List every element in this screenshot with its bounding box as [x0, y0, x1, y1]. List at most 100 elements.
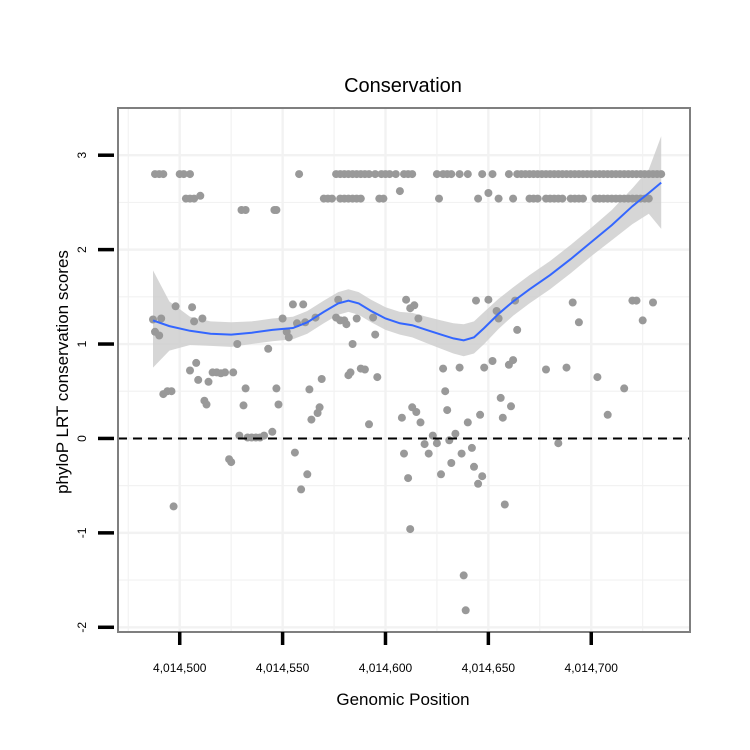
- data-point: [414, 314, 423, 323]
- data-point: [192, 358, 201, 367]
- data-point: [299, 300, 308, 309]
- data-point: [500, 500, 509, 509]
- data-point: [188, 303, 197, 312]
- data-point: [412, 408, 421, 416]
- chart-title: Conservation: [344, 75, 462, 97]
- data-point: [268, 427, 277, 436]
- data-point: [463, 418, 472, 427]
- data-point: [346, 368, 355, 377]
- data-point: [467, 443, 476, 452]
- data-point: [478, 170, 487, 179]
- y-tick-label: -1: [75, 527, 89, 538]
- data-point: [474, 479, 483, 488]
- confidence-band: [153, 136, 662, 368]
- data-point: [241, 384, 250, 393]
- data-point: [186, 170, 194, 179]
- data-point: [365, 170, 373, 179]
- data-point: [404, 474, 413, 483]
- smooth-line: [152, 181, 662, 342]
- data-point: [397, 413, 406, 422]
- y-tick-label: 2: [75, 246, 89, 253]
- data-point: [498, 413, 507, 422]
- data-point: [509, 194, 518, 203]
- data-point: [488, 357, 497, 365]
- data-point: [356, 194, 365, 203]
- data-point: [657, 170, 666, 179]
- smooth-line-layer: [152, 181, 662, 342]
- data-point: [435, 194, 443, 203]
- data-point: [342, 320, 351, 329]
- data-point: [451, 429, 460, 438]
- y-tick-label: -2: [75, 622, 89, 633]
- data-point: [233, 340, 242, 348]
- data-point: [167, 387, 176, 396]
- data-point: [447, 170, 456, 179]
- data-point: [478, 472, 487, 481]
- data-point: [371, 330, 380, 339]
- data-point: [447, 459, 456, 467]
- data-point: [371, 170, 380, 179]
- data-point: [437, 470, 445, 479]
- data-point: [410, 301, 419, 310]
- data-point: [603, 410, 612, 419]
- data-point: [171, 302, 180, 311]
- data-point: [272, 384, 281, 393]
- data-point: [513, 325, 522, 334]
- x-tick-label: 4,014,500: [153, 661, 207, 675]
- x-axis-title: Genomic Position: [336, 690, 469, 709]
- panel-background: [118, 108, 690, 632]
- data-point: [459, 571, 468, 580]
- data-point: [470, 462, 478, 471]
- data-point: [568, 298, 577, 307]
- data-point: [297, 485, 306, 494]
- confidence-band-layer: [153, 136, 662, 368]
- data-point: [562, 363, 571, 372]
- data-point: [260, 431, 269, 440]
- data-point: [379, 194, 388, 203]
- data-point: [373, 373, 382, 382]
- x-axis: 4,014,500 4,014,550 4,014,600 4,014,650 4,01…: [153, 632, 618, 675]
- data-point: [274, 400, 283, 409]
- data-point: [400, 449, 408, 458]
- data-point: [395, 187, 404, 196]
- data-point: [472, 296, 480, 305]
- data-point: [190, 194, 199, 203]
- data-point: [488, 170, 497, 179]
- data-point: [186, 366, 194, 375]
- data-point: [542, 365, 550, 374]
- data-point: [288, 300, 297, 309]
- data-point: [317, 375, 326, 383]
- y-tick-label: 0: [75, 435, 89, 442]
- data-point: [305, 385, 314, 394]
- data-point: [504, 170, 513, 179]
- y-tick-label: 3: [75, 152, 89, 159]
- panel-border: [117, 107, 691, 633]
- data-point: [509, 356, 518, 365]
- data-point: [480, 363, 489, 372]
- data-point: [554, 439, 563, 448]
- data-point: [457, 449, 466, 458]
- x-tick-label: 4,014,700: [565, 661, 619, 675]
- data-point: [579, 194, 587, 203]
- data-point: [455, 363, 464, 372]
- data-point: [264, 344, 273, 353]
- data-point: [644, 194, 653, 203]
- data-point: [432, 170, 441, 179]
- data-point: [369, 313, 378, 322]
- data-point: [315, 403, 324, 412]
- data-point: [365, 420, 373, 429]
- data-point: [620, 384, 629, 393]
- data-point: [352, 314, 361, 323]
- data-point: [484, 295, 493, 304]
- data-point: [227, 458, 236, 467]
- data-point: [424, 449, 433, 458]
- data-point: [157, 314, 166, 323]
- data-point: [507, 402, 515, 411]
- data-point: [494, 194, 503, 203]
- data-point: [432, 439, 441, 448]
- data-point: [461, 606, 470, 615]
- data-point: [202, 400, 211, 409]
- data-point: [159, 170, 168, 179]
- data-point: [229, 368, 238, 377]
